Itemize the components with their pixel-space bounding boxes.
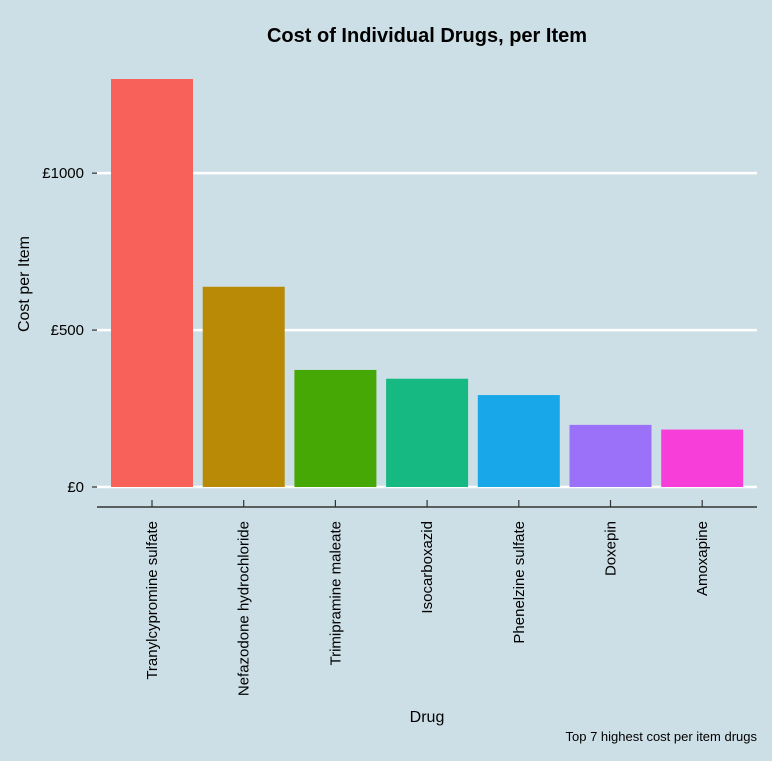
- y-axis-label: Cost per Item: [16, 236, 33, 332]
- x-axis-label: Drug: [410, 709, 445, 726]
- x-tick-label: Isocarboxazid: [419, 521, 436, 614]
- y-tick-label: £1000: [42, 165, 84, 182]
- x-tick-label: Nefazodone hydrochloride: [236, 521, 253, 696]
- bar: [111, 79, 193, 487]
- y-axis-ticks: £0 £500 £1000: [42, 165, 97, 496]
- bar: [477, 395, 560, 487]
- y-tick-label: £500: [51, 322, 84, 339]
- bars: [111, 79, 744, 487]
- x-axis-ticks: Tranylcypromine sulfate Nefazodone hydroc…: [144, 500, 711, 696]
- x-tick-label: Amoxapine: [694, 521, 711, 596]
- x-tick-label: Trimipramine maleate: [327, 521, 344, 666]
- chart-caption: Top 7 highest cost per item drugs: [566, 729, 758, 744]
- bar: [386, 378, 469, 487]
- y-tick-label: £0: [67, 479, 84, 496]
- x-tick-label: Tranylcypromine sulfate: [144, 521, 161, 680]
- chart-title: Cost of Individual Drugs, per Item: [267, 25, 587, 47]
- bar: [569, 424, 652, 487]
- bar: [294, 369, 377, 487]
- x-tick-label: Doxepin: [603, 521, 620, 576]
- x-tick-label: Phenelzine sulfate: [511, 521, 528, 644]
- bar: [661, 429, 744, 487]
- bar: [202, 286, 285, 487]
